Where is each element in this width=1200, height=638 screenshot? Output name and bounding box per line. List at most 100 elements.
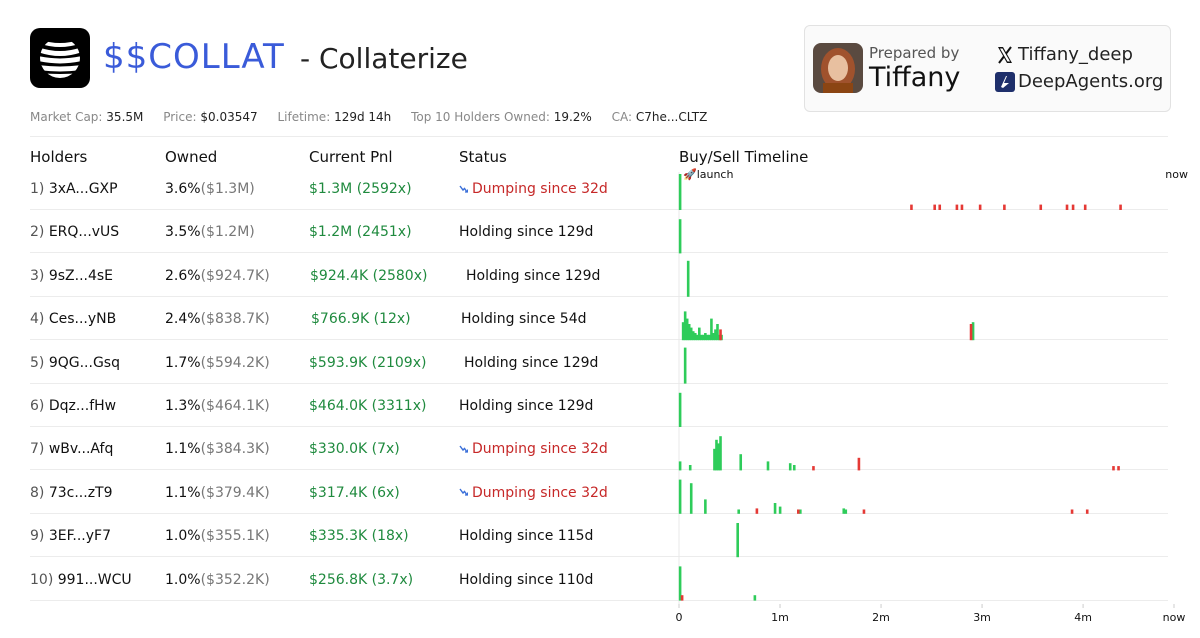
- row-divider: [30, 252, 1168, 254]
- buy-mark: [678, 392, 682, 427]
- sell-mark: [910, 204, 913, 210]
- x-link[interactable]: Tiffany_deep: [995, 44, 1133, 65]
- owned-percent: 3.6%: [165, 181, 201, 197]
- sell-mark: [1071, 204, 1075, 210]
- owned-cell: 3.6%($1.3M): [165, 181, 255, 197]
- holder-address[interactable]: 8) 73c...zT9: [30, 485, 113, 501]
- owned-usd: ($924.7K): [200, 267, 270, 284]
- holder-address-text: 3EF...yF7: [48, 528, 111, 545]
- buy-mark: [702, 334, 705, 341]
- owned-percent: 2.4%: [165, 311, 201, 328]
- current-pnl: $1.2M (2451x): [309, 224, 412, 241]
- row-divider: [30, 209, 1168, 210]
- holder-address[interactable]: 7) wBv...Afq: [30, 441, 113, 457]
- sell-mark: [1083, 204, 1087, 210]
- row-divider: [30, 339, 1168, 341]
- col-header-timeline: Buy/Sell Timeline: [679, 148, 809, 166]
- status-text: Holding since 110d: [459, 571, 594, 588]
- owned-percent: 2.6%: [165, 267, 201, 284]
- x-tick-label: now: [1163, 611, 1186, 624]
- buy-mark: [704, 499, 707, 514]
- holder-rank: 2): [30, 224, 45, 241]
- current-pnl: $924.4K (2580x): [310, 267, 428, 284]
- portrait-icon: [813, 43, 863, 93]
- buy-mark: [778, 506, 782, 514]
- buy-mark: [714, 329, 717, 341]
- buy-mark: [700, 334, 703, 341]
- buy-mark: [737, 509, 741, 514]
- sell-mark: [812, 466, 815, 471]
- holder-address[interactable]: 1) 3xA...GXP: [30, 181, 118, 197]
- owned-cell: 1.1%($379.4K): [165, 485, 270, 501]
- buy-mark: [717, 443, 720, 471]
- row-divider: [30, 426, 1168, 427]
- buy-mark: [689, 483, 693, 514]
- buy-mark: [704, 333, 707, 341]
- status-dumping: Dumping since 32d: [459, 181, 608, 197]
- col-header-status: Status: [459, 148, 507, 166]
- owned-percent: 1.7%: [165, 354, 201, 371]
- buy-mark: [708, 334, 711, 341]
- author-name: Tiffany: [869, 62, 961, 93]
- owned-cell: 1.0%($355.1K): [165, 528, 270, 544]
- buy-mark: [736, 523, 739, 558]
- holder-address-text: Ces...yNB: [48, 311, 117, 328]
- owned-cell: 1.3%($464.1K): [165, 398, 270, 414]
- row-divider: [30, 512, 1168, 514]
- token-logo: [30, 28, 90, 88]
- owned-cell: 2.4%($838.7K): [165, 311, 270, 327]
- holder-rank: 10): [30, 571, 54, 588]
- holder-address-text: wBv...Afq: [48, 441, 114, 458]
- sell-mark: [933, 204, 936, 210]
- status-text: Holding since 129d: [464, 354, 599, 371]
- sell-mark: [960, 204, 964, 210]
- holder-address[interactable]: 2) ERQ...vUS: [30, 224, 119, 240]
- sell-mark: [797, 509, 800, 514]
- holder-rank: 4): [30, 311, 45, 328]
- owned-usd: ($838.7K): [200, 311, 270, 328]
- stat-value: 35.5M: [106, 110, 144, 124]
- x-tick-label: 3m: [973, 611, 991, 624]
- status-holding: Holding since 129d: [459, 224, 593, 240]
- holder-address-text: 9sZ...4sE: [48, 267, 114, 284]
- holder-address-text: Dqz...fHw: [48, 398, 117, 414]
- status-dumping: Dumping since 32d: [459, 441, 608, 457]
- stat-label: Market Cap:: [30, 110, 103, 124]
- buy-mark: [766, 461, 770, 471]
- holder-rank: 6): [30, 398, 45, 414]
- sell-mark: [1085, 509, 1089, 514]
- owned-cell: 3.5%($1.2M): [165, 224, 255, 240]
- buy-mark: [678, 479, 682, 514]
- holder-address[interactable]: 5) 9QG...Gsq: [30, 355, 120, 371]
- website-link[interactable]: DeepAgents.org: [995, 71, 1163, 92]
- buy-mark: [678, 219, 682, 254]
- now-label-top: now: [1165, 168, 1188, 181]
- sell-mark: [938, 204, 942, 210]
- status-holding: Holding since 54d: [461, 311, 587, 327]
- x-tick-label: 0: [676, 611, 683, 624]
- owned-cell: 2.6%($924.7K): [165, 268, 270, 284]
- holder-address-text: 3xA...GXP: [48, 181, 118, 197]
- x-tick-label: 4m: [1074, 611, 1092, 624]
- header-divider: [30, 136, 1168, 137]
- status-text: Holding since 129d: [466, 267, 601, 284]
- holder-address[interactable]: 4) Ces...yNB: [30, 311, 116, 327]
- holder-rank: 9): [30, 528, 45, 545]
- x-tick-label: 1m: [771, 611, 789, 624]
- holder-rank: 1): [30, 181, 45, 197]
- sell-mark: [719, 329, 722, 341]
- owned-usd: ($1.3M): [200, 181, 255, 197]
- current-pnl: $317.4K (6x): [309, 484, 400, 501]
- trend-down-icon: [459, 185, 468, 193]
- holder-address[interactable]: 3) 9sZ...4sE: [30, 268, 113, 284]
- holder-address[interactable]: 10) 991...WCU: [30, 572, 132, 588]
- stat-value: 129d 14h: [334, 110, 392, 124]
- token-name: - Collaterize: [300, 42, 468, 75]
- col-header-holders: Holders: [30, 148, 88, 166]
- sell-mark: [1117, 466, 1120, 471]
- holder-address[interactable]: 9) 3EF...yF7: [30, 528, 111, 544]
- holder-address[interactable]: 6) Dqz...fHw: [30, 398, 116, 414]
- buy-mark: [678, 566, 682, 601]
- stat-label: Top 10 Holders Owned:: [411, 110, 550, 124]
- owned-usd: ($594.2K): [200, 354, 270, 371]
